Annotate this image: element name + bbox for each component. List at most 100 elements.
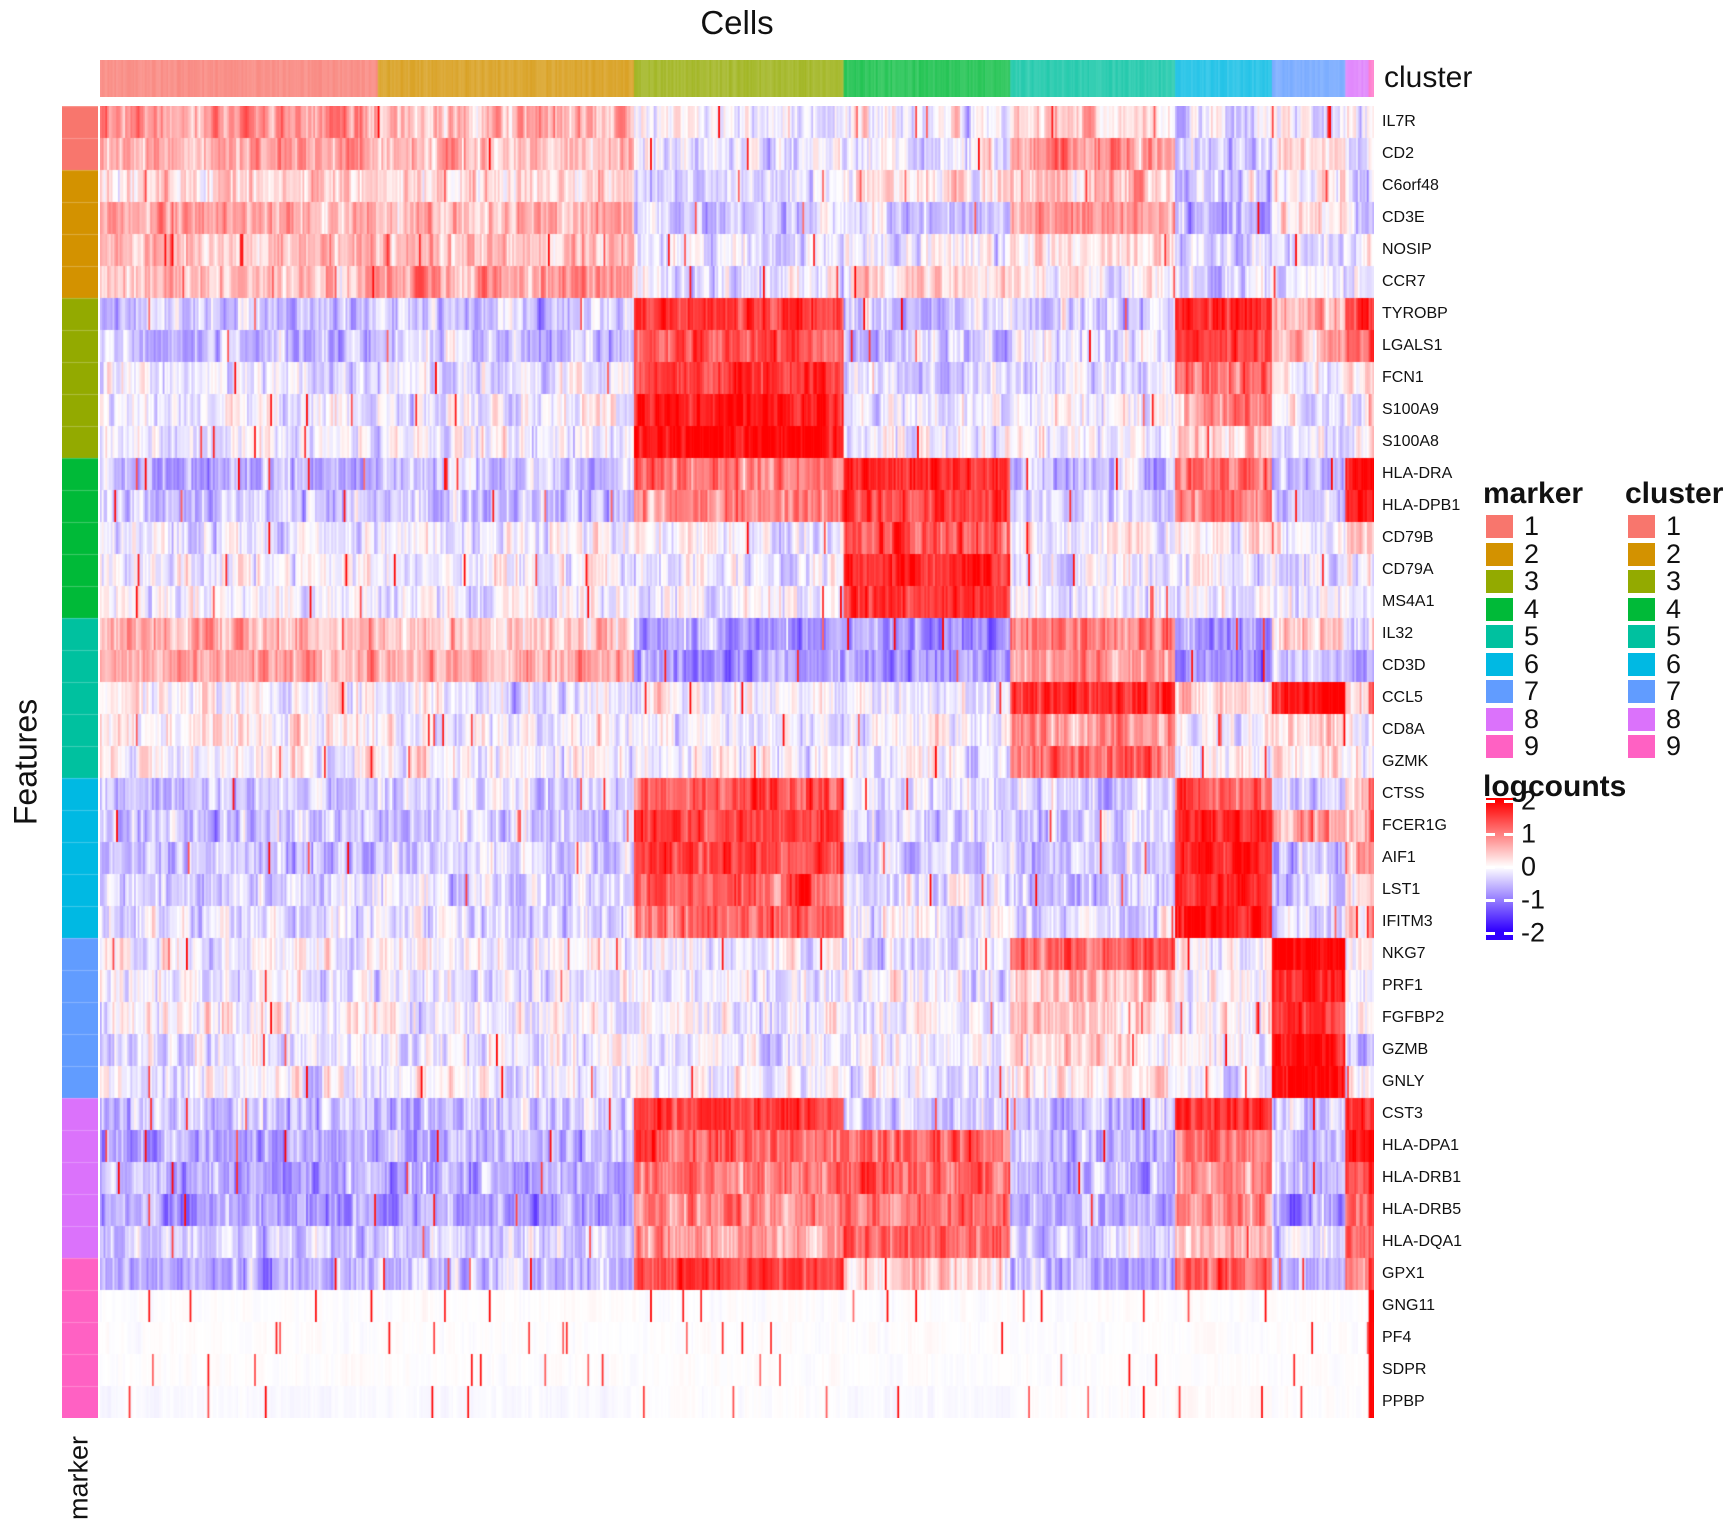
row-label-FGFBP2: FGFBP2	[1382, 1009, 1445, 1026]
marker-legend-swatch-4	[1486, 597, 1513, 621]
marker-legend-title: marker	[1483, 477, 1584, 510]
plot-title: Cells	[700, 4, 774, 41]
row-label-HLA-DPB1: HLA-DPB1	[1382, 497, 1461, 514]
row-label-GNG11: GNG11	[1382, 1297, 1436, 1314]
cluster-legend-swatch-8	[1628, 707, 1655, 731]
marker-legend-swatch-9	[1486, 735, 1513, 758]
expression-heatmap	[100, 106, 1374, 1418]
cluster-legend-swatch-3	[1628, 570, 1655, 593]
row-label-CD8A: CD8A	[1382, 721, 1425, 738]
row-label-AIF1: AIF1	[1382, 849, 1416, 866]
cluster-legend-swatch-2	[1628, 542, 1655, 566]
row-label-CCR7: CCR7	[1382, 273, 1426, 290]
marker-legend-label-9: 9	[1524, 731, 1540, 761]
row-label-FCN1: FCN1	[1382, 369, 1424, 386]
logcounts-tick-dash	[1504, 898, 1513, 902]
marker-legend-swatch-5	[1486, 625, 1513, 648]
row-label-NOSIP: NOSIP	[1382, 241, 1432, 258]
marker-legend-swatch-6	[1486, 652, 1513, 676]
row-label-HLA-DRB5: HLA-DRB5	[1382, 1201, 1462, 1218]
cluster-annotation-bar	[100, 60, 1374, 97]
logcounts-tick-dash	[1486, 931, 1495, 935]
row-label-LGALS1: LGALS1	[1382, 337, 1443, 354]
cluster-legend-swatch-4	[1628, 597, 1655, 621]
row-label-CTSS: CTSS	[1382, 785, 1425, 802]
cluster-legend-label-7: 7	[1666, 676, 1682, 706]
marker-legend-swatch-1	[1486, 515, 1513, 538]
cluster-legend-swatch-1	[1628, 515, 1655, 538]
cluster-legend-label-8: 8	[1666, 703, 1682, 734]
marker-legend-swatch-3	[1486, 570, 1513, 593]
gene-row-labels: IL7R CD2 C6orf48 CD3E NOSIP CCR7 TYROBP LGALS1 F…	[1382, 106, 1502, 1418]
logcounts-tick-label-0: 0	[1521, 851, 1537, 882]
logcounts-tick-dash	[1486, 865, 1495, 869]
marker-axis-label: marker	[63, 1435, 94, 1521]
marker-legend-label-8: 8	[1524, 703, 1540, 734]
logcounts-tick-label--1: -1	[1521, 884, 1546, 915]
cluster-legend-label-1: 1	[1666, 511, 1682, 541]
marker-legend-label-3: 3	[1524, 566, 1540, 596]
row-label-IFITM3: IFITM3	[1382, 913, 1433, 930]
logcounts-tick-label-1: 1	[1521, 818, 1537, 849]
marker-legend-swatch-8	[1486, 707, 1513, 731]
row-label-HLA-DQA1: HLA-DQA1	[1382, 1233, 1463, 1250]
row-label-GNLY: GNLY	[1382, 1073, 1425, 1090]
marker-legend-swatch-2	[1486, 542, 1513, 566]
logcounts-legend-title: logcounts	[1483, 770, 1627, 803]
logcounts-tick-label--2: -2	[1521, 917, 1546, 948]
cluster-legend-label-2: 2	[1666, 538, 1682, 569]
row-label-LST1: LST1	[1382, 881, 1421, 898]
row-label-IL7R: IL7R	[1382, 113, 1416, 130]
cluster-legend-label-4: 4	[1666, 593, 1682, 624]
row-label-GZMB: GZMB	[1382, 1041, 1429, 1058]
row-label-CCL5: CCL5	[1382, 689, 1423, 706]
row-label-NKG7: NKG7	[1382, 945, 1426, 962]
cluster-legend-swatch-7	[1628, 680, 1655, 703]
row-label-GPX1: GPX1	[1382, 1265, 1425, 1282]
row-label-PPBP: PPBP	[1382, 1393, 1425, 1410]
cluster-legend-swatch-5	[1628, 625, 1655, 648]
marker-legend-label-1: 1	[1524, 511, 1540, 541]
logcounts-tick-dash	[1504, 865, 1513, 869]
cluster-legend-label-3: 3	[1666, 566, 1682, 596]
marker-annotation-bar	[62, 106, 98, 1418]
marker-legend-label-7: 7	[1524, 676, 1540, 706]
row-label-IL32: IL32	[1382, 625, 1414, 642]
row-label-CD3D: CD3D	[1382, 657, 1426, 674]
cluster-legend-title: cluster	[1625, 477, 1724, 510]
logcounts-tick-dash	[1504, 832, 1513, 836]
row-label-S100A9: S100A9	[1382, 401, 1439, 418]
row-label-CST3: CST3	[1382, 1105, 1423, 1122]
logcounts-tick-dash	[1504, 799, 1513, 803]
row-label-FCER1G: FCER1G	[1382, 817, 1447, 834]
row-label-SDPR: SDPR	[1382, 1361, 1427, 1378]
row-label-CD2: CD2	[1382, 145, 1415, 162]
marker-legend-swatch-7	[1486, 680, 1513, 703]
row-label-PRF1: PRF1	[1382, 977, 1423, 994]
row-label-HLA-DRB1: HLA-DRB1	[1382, 1169, 1462, 1186]
y-axis-label: Features	[7, 698, 44, 826]
logcounts-tick-dash	[1504, 931, 1513, 935]
row-label-TYROBP: TYROBP	[1382, 305, 1448, 322]
row-label-C6orf48: C6orf48	[1382, 177, 1439, 194]
logcounts-tick-dash	[1486, 799, 1495, 803]
row-label-HLA-DPA1: HLA-DPA1	[1382, 1137, 1460, 1154]
row-label-PF4: PF4	[1382, 1329, 1412, 1346]
marker-legend-label-5: 5	[1524, 621, 1540, 651]
row-label-S100A8: S100A8	[1382, 433, 1439, 450]
logcounts-colorbar	[1486, 798, 1513, 940]
marker-legend-label-4: 4	[1524, 593, 1540, 624]
row-label-GZMK: GZMK	[1382, 753, 1429, 770]
row-label-CD3E: CD3E	[1382, 209, 1425, 226]
cluster-legend-label-6: 6	[1666, 648, 1682, 679]
row-label-HLA-DRA: HLA-DRA	[1382, 465, 1453, 482]
row-label-CD79A: CD79A	[1382, 561, 1434, 578]
cluster-legend-swatch-9	[1628, 735, 1655, 758]
logcounts-tick-label-2: 2	[1521, 785, 1537, 816]
marker-legend-label-6: 6	[1524, 648, 1540, 679]
cluster-legend-label-5: 5	[1666, 621, 1682, 651]
row-label-MS4A1: MS4A1	[1382, 593, 1435, 610]
marker-legend-label-2: 2	[1524, 538, 1540, 569]
cluster-annotation-label: cluster	[1384, 61, 1473, 94]
